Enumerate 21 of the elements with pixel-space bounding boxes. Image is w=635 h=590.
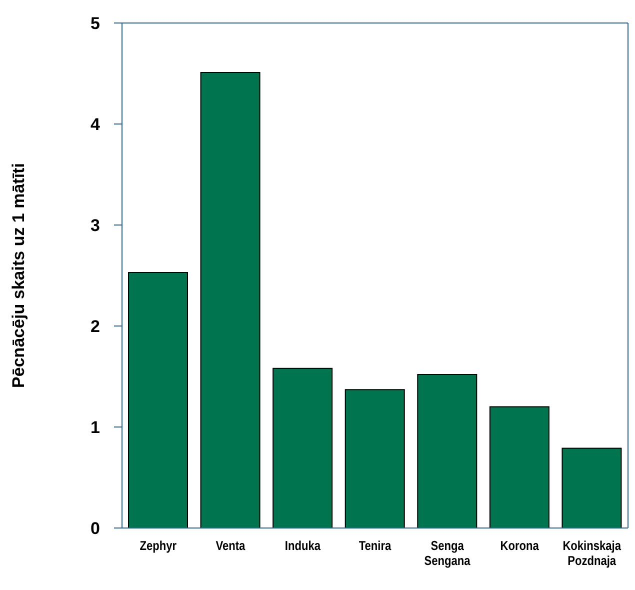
x-tick-label: Kokinskaja Pozdnaja — [562, 538, 622, 568]
bar — [200, 72, 260, 528]
x-tick-label: Senga Sengana — [424, 538, 471, 568]
bar — [272, 368, 333, 528]
bar — [344, 389, 405, 528]
x-tick-label: Zephyr — [140, 538, 177, 554]
bar — [417, 374, 478, 528]
y-tick-label: 0 — [90, 519, 100, 538]
x-tick-label: Tenira — [358, 538, 392, 554]
y-tick-label: 2 — [90, 317, 100, 336]
bar — [128, 272, 188, 528]
y-axis-title: Pēcnācēju skaits uz 1 mātīti — [9, 163, 28, 388]
y-tick-label: 3 — [90, 216, 100, 236]
y-tick-label: 4 — [90, 115, 101, 134]
x-tick-label: Korona — [500, 538, 540, 554]
x-tick-label: Induka — [284, 538, 321, 554]
y-tick-label: 5 — [90, 14, 100, 34]
bar — [562, 448, 622, 528]
x-tick-label: Venta — [216, 538, 246, 554]
y-tick-label: 1 — [90, 418, 100, 438]
bar — [489, 406, 550, 528]
